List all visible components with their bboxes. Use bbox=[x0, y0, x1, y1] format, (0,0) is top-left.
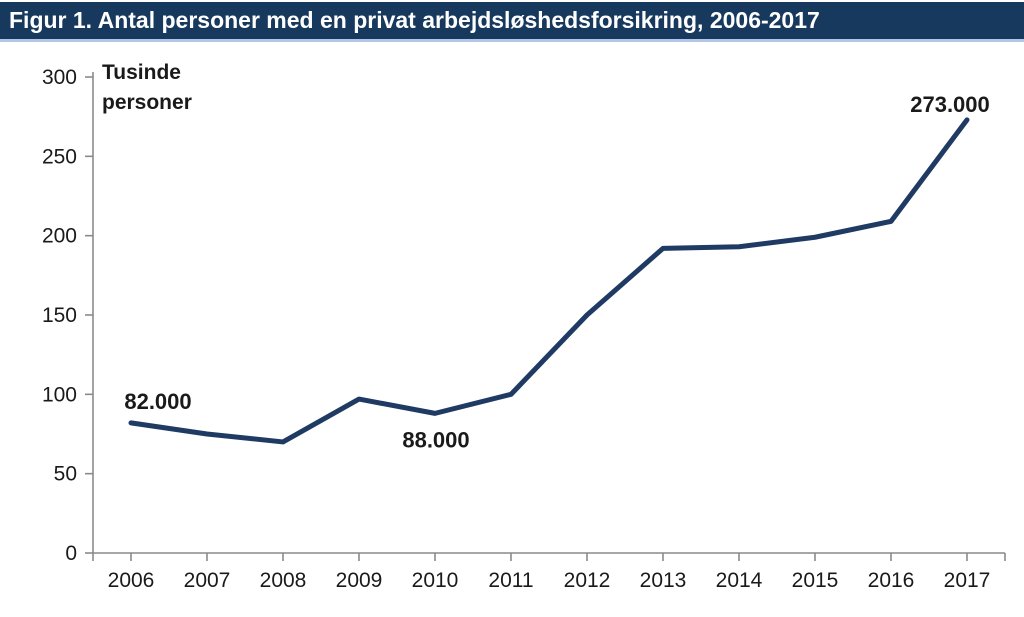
x-tick-label: 2017 bbox=[944, 569, 991, 592]
x-tick-label: 2011 bbox=[488, 569, 533, 592]
data-line bbox=[128, 117, 970, 445]
x-tick-label: 2012 bbox=[564, 569, 611, 592]
data-point-label: 82.000 bbox=[124, 389, 191, 414]
y-tick-label: 50 bbox=[54, 463, 77, 486]
x-tick-label: 2008 bbox=[260, 569, 307, 592]
y-tick-label: 250 bbox=[42, 145, 77, 168]
figure-title: Figur 1. Antal personer med en privat ar… bbox=[9, 7, 820, 33]
x-tick-label: 2009 bbox=[336, 569, 383, 592]
line-chart: 0 50 100 150 200 250 300 2006 2007 2008 2009 2010 20… bbox=[0, 41, 1024, 617]
x-tick-label: 2014 bbox=[716, 569, 763, 592]
x-tick-label: 2016 bbox=[868, 569, 915, 592]
x-tick-label: 2010 bbox=[412, 569, 459, 592]
y-tick-label: 300 bbox=[42, 66, 77, 89]
y-tick-label: 200 bbox=[42, 225, 77, 248]
chart-canvas: 0 50 100 150 200 250 300 2006 2007 2008 2009 2010 20… bbox=[42, 66, 1006, 592]
y-tick-label: 150 bbox=[42, 304, 77, 327]
y-tick-label: 100 bbox=[42, 383, 77, 406]
y-tick-label: 0 bbox=[65, 542, 77, 565]
x-tick-label: 2006 bbox=[108, 569, 155, 592]
y-axis-title: Tusinde personer bbox=[102, 61, 192, 114]
x-tick-label: 2013 bbox=[640, 569, 687, 592]
data-point-label: 88.000 bbox=[402, 427, 469, 452]
x-tick-label: 2015 bbox=[792, 569, 839, 592]
x-tick-label: 2007 bbox=[184, 569, 231, 592]
data-point-label: 273.000 bbox=[910, 92, 990, 117]
figure-title-bar: Figur 1. Antal personer med en privat ar… bbox=[0, 2, 1024, 42]
